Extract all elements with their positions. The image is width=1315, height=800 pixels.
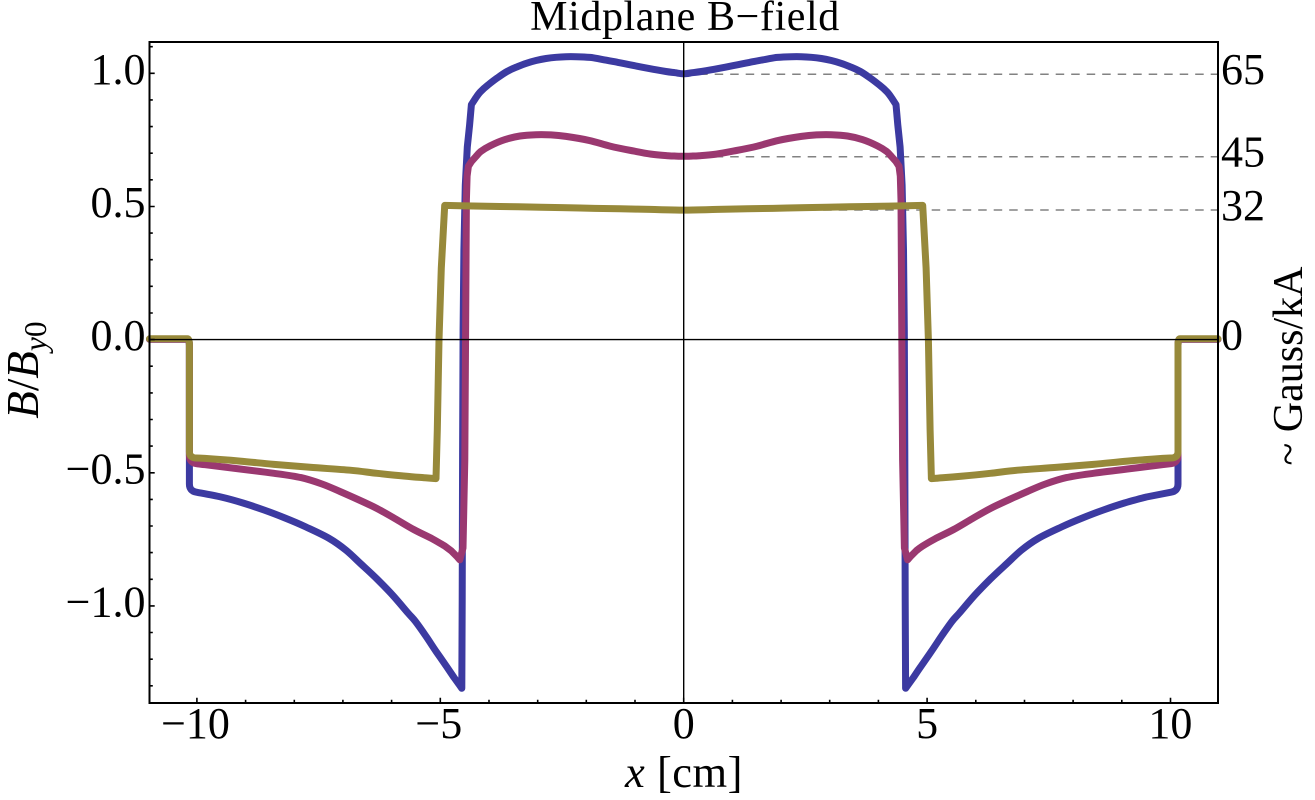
svg-text:−1.0: −1.0 (66, 578, 146, 627)
svg-text:−10: −10 (161, 699, 230, 748)
svg-text:−5: −5 (415, 699, 462, 748)
svg-text:10: 10 (1148, 699, 1192, 748)
svg-text:Midplane B−field: Midplane B−field (530, 0, 840, 40)
svg-text:5: 5 (916, 699, 938, 748)
svg-text:−0.5: −0.5 (66, 444, 146, 493)
svg-text:~ Gauss/kA: ~ Gauss/kA (1266, 266, 1312, 466)
svg-text:32: 32 (1221, 181, 1265, 230)
svg-text:0.5: 0.5 (91, 178, 146, 227)
svg-text:0: 0 (673, 699, 695, 748)
svg-text:45: 45 (1221, 128, 1265, 177)
svg-text:0: 0 (1221, 310, 1243, 359)
svg-text:x [cm]: x [cm] (624, 747, 743, 797)
svg-text:0.0: 0.0 (91, 311, 146, 360)
svg-text:65: 65 (1221, 45, 1265, 94)
svg-text:1.0: 1.0 (91, 45, 146, 94)
svg-text:B/By0: B/By0 (0, 321, 53, 418)
